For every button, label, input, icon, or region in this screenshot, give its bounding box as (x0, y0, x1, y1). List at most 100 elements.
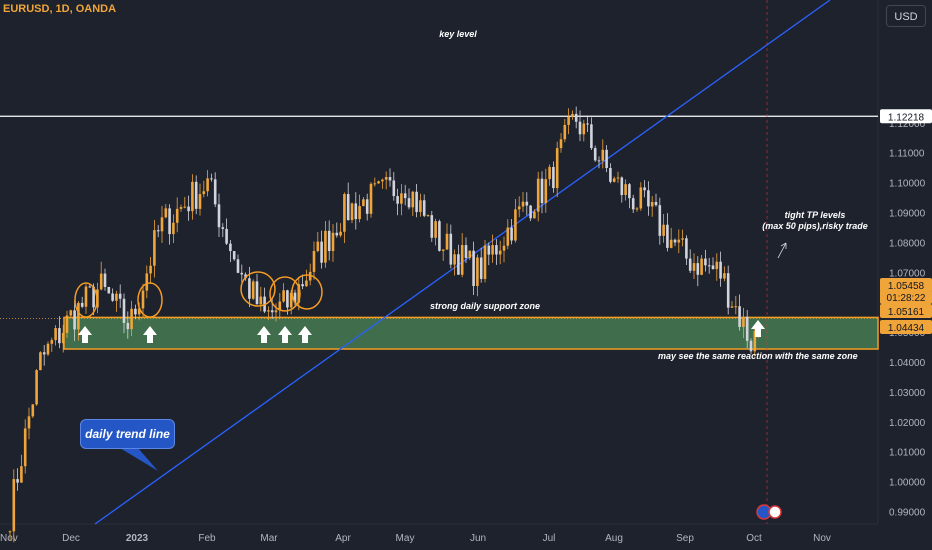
candle-body (445, 233, 449, 250)
candle-body (99, 273, 103, 290)
candle-body (548, 166, 551, 180)
candle-body (58, 328, 61, 344)
candle-body (400, 193, 403, 204)
candle-body (316, 241, 320, 252)
candle-body (700, 258, 703, 275)
candle-body (567, 116, 570, 125)
candle-body (495, 245, 498, 255)
candle-body (301, 284, 304, 287)
candle-body (343, 194, 346, 232)
candle-body (305, 280, 308, 287)
candle-body (126, 322, 130, 330)
candle-body (730, 306, 734, 308)
y-tick-label: 0.99000 (889, 508, 926, 519)
up-arrow-icon (298, 326, 312, 343)
x-tick-label: Dec (62, 533, 80, 544)
symbol-label[interactable]: EURUSD, 1D, OANDA (3, 3, 117, 15)
candle-body (749, 340, 753, 352)
candle-body (434, 221, 437, 238)
candle-body (122, 298, 126, 323)
candle-body (35, 370, 38, 405)
us-event-icon[interactable] (768, 505, 782, 519)
candle-body (73, 310, 76, 330)
candle-body (384, 177, 388, 180)
key-level-price-tag: 1.12218 (888, 112, 925, 123)
candle-body (23, 428, 27, 467)
countdown-tag: 01:28:22 (887, 293, 926, 304)
candle-body (149, 265, 152, 274)
candle-body (696, 263, 700, 275)
candle-body (685, 238, 688, 259)
candle-body (396, 196, 399, 204)
candle-body (111, 293, 114, 301)
reaction-circle (269, 276, 301, 312)
tp-annotation-line1: tight TP levels (784, 210, 846, 220)
candle-body (191, 181, 194, 212)
candle-body (153, 230, 156, 266)
candle-body (533, 211, 536, 219)
candle-body (472, 250, 475, 287)
candle-body (479, 257, 483, 279)
candle-body (552, 166, 555, 189)
up-arrow-icon (143, 326, 157, 343)
candle-body (270, 310, 274, 313)
candle-body (103, 273, 107, 287)
x-tick-label: Oct (746, 533, 762, 544)
candle-body (107, 286, 111, 294)
candle-body (362, 199, 365, 207)
y-tick-label: 1.07000 (889, 268, 926, 279)
candle-body (681, 238, 684, 240)
candle-body (582, 123, 586, 135)
candle-body (12, 479, 16, 532)
candle-body (559, 139, 563, 149)
candle-body (137, 308, 141, 315)
candle-body (692, 263, 696, 271)
candle-body (514, 209, 517, 241)
candle-body (487, 245, 491, 255)
candle-body (248, 278, 251, 299)
candle-body (358, 206, 361, 220)
candle-body (331, 232, 335, 252)
candle-body (643, 187, 646, 191)
candle-body (278, 301, 282, 311)
candle-body (654, 201, 658, 206)
candle-body (593, 148, 597, 161)
candle-body (54, 328, 57, 341)
candle-body (605, 149, 608, 169)
candle-body (16, 479, 19, 483)
candle-body (734, 306, 738, 308)
candle-body (255, 281, 259, 305)
candle-body (50, 340, 54, 344)
candle-body (225, 228, 228, 244)
candle-body (240, 272, 244, 275)
candle-body (578, 121, 582, 135)
candle-body (673, 239, 677, 243)
candle-body (168, 208, 171, 235)
candle-body (601, 149, 605, 161)
candle-body (620, 177, 624, 195)
reaction-note: may see the same reaction with the same … (658, 351, 858, 361)
zone-top-price-tag: 1.05161 (888, 307, 925, 318)
candle-body (286, 290, 289, 308)
key-level-annotation: key level (439, 29, 477, 39)
currency-button[interactable]: USD (886, 5, 926, 27)
y-tick-label: 1.09000 (889, 209, 926, 220)
candle-body (540, 178, 544, 204)
candle-body (468, 250, 472, 258)
candle-body (616, 177, 620, 179)
zone-bottom-price-tag-bg (880, 320, 932, 334)
candle-body (536, 178, 540, 212)
candle-body (339, 231, 342, 236)
x-tick-label: Apr (335, 533, 351, 544)
candle-body (172, 222, 175, 235)
candle-body (415, 191, 418, 213)
candle-body (635, 208, 639, 210)
candle-body (719, 261, 722, 279)
candle-body (464, 245, 468, 258)
candle-body (586, 123, 589, 125)
candle-body (707, 265, 711, 267)
candle-body (293, 292, 297, 303)
countdown-tag-bg (880, 290, 932, 304)
candle-body (419, 200, 422, 213)
